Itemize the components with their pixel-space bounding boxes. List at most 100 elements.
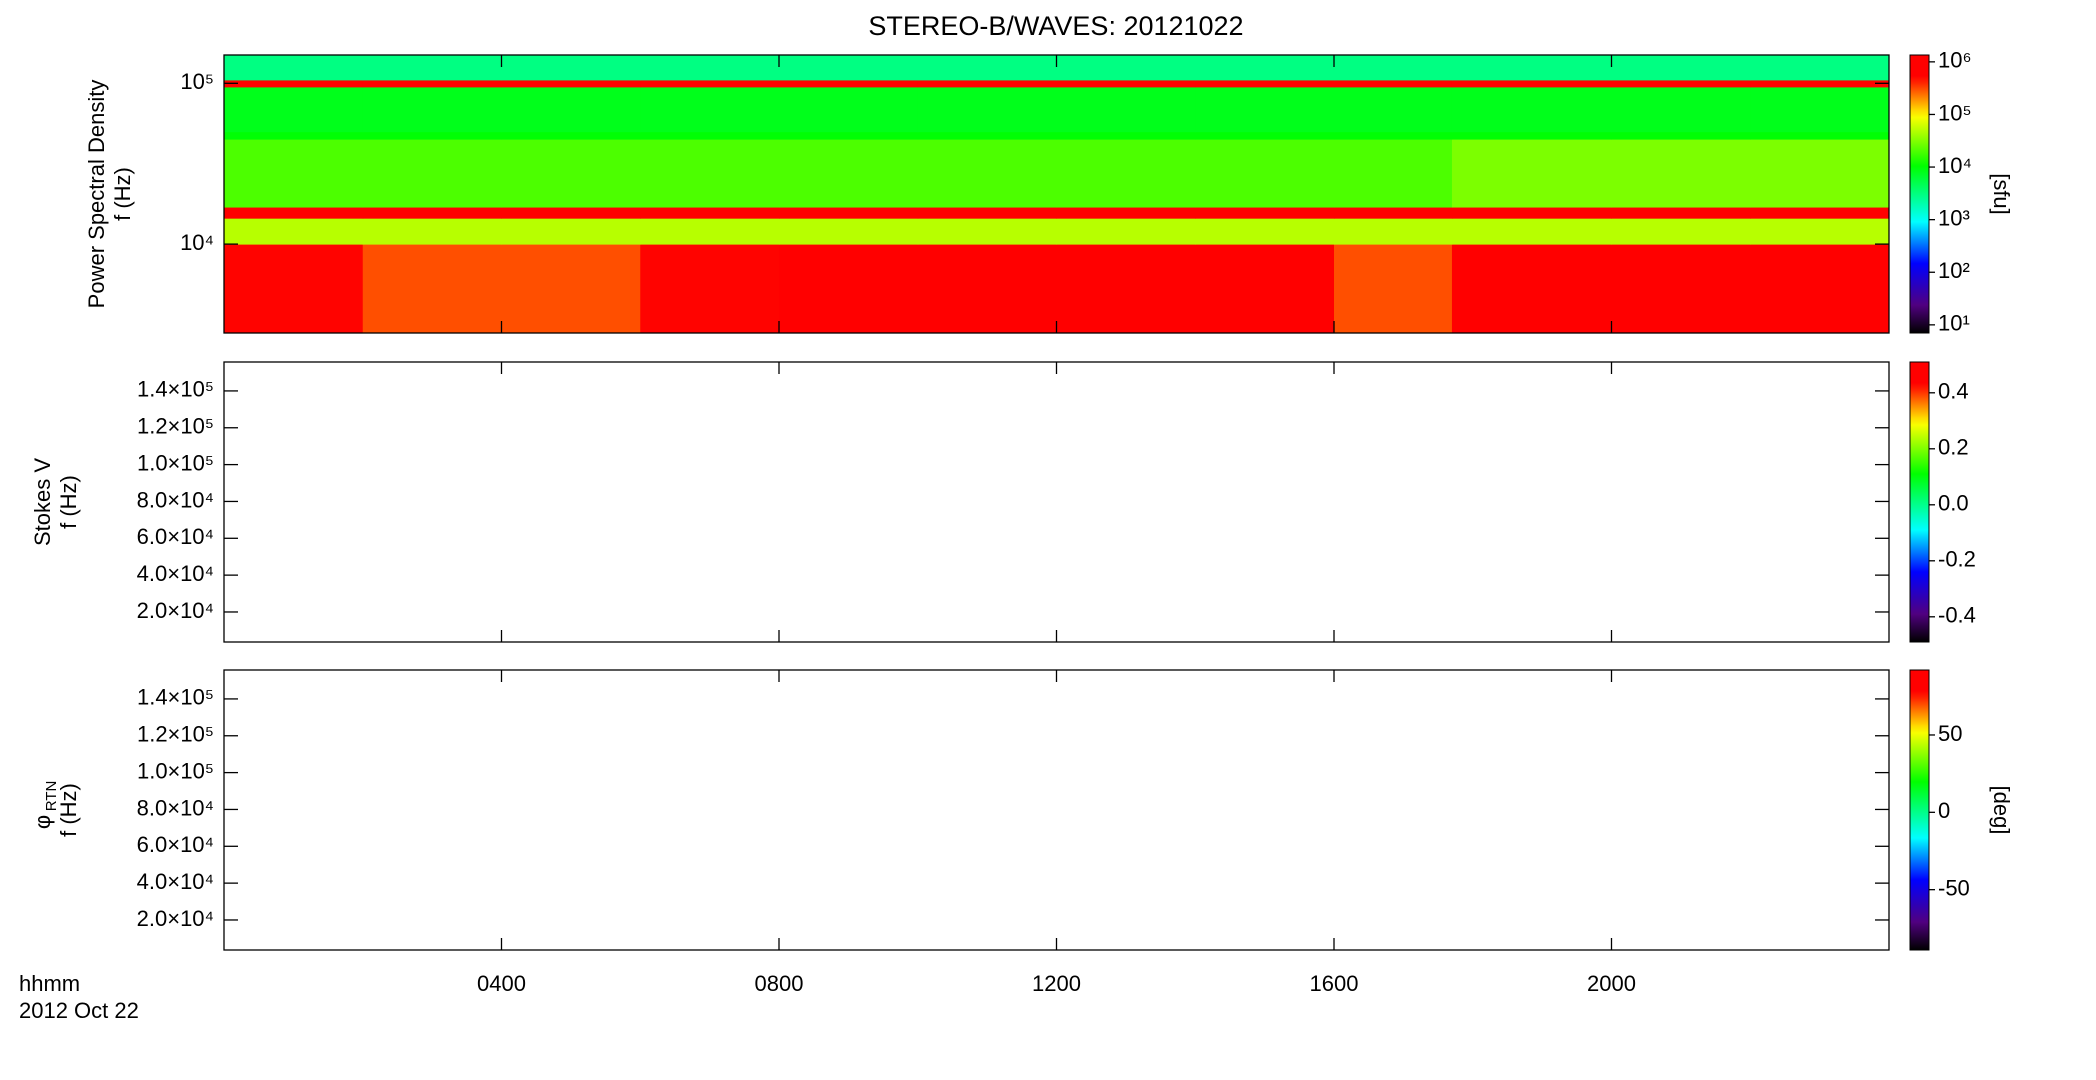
y-tick-label: 8.0×10⁴: [137, 795, 214, 820]
heatmap-cell: [224, 55, 364, 81]
y-tick-label: 1.4×10⁵: [137, 377, 214, 402]
heatmap-cell: [1334, 86, 1453, 133]
heatmap-cell: [1611, 207, 1751, 219]
heatmap-cell: [1334, 79, 1453, 88]
heatmap-cell: [1611, 139, 1751, 208]
heatmap-cell: [362, 244, 502, 334]
heatmap-cell: [501, 139, 641, 208]
x-tick-label: 1600: [1310, 971, 1359, 996]
heatmap-cell: [1750, 139, 1890, 208]
heatmap-cell: [640, 244, 780, 334]
x-axis-label: hhmm: [19, 971, 80, 996]
heatmap-cell: [640, 55, 780, 81]
heatmap-cell: [1750, 55, 1890, 81]
x-tick-label: 0400: [477, 971, 526, 996]
colorbar-label: [sfu]: [1989, 173, 2014, 215]
heatmap-cell: [779, 244, 919, 334]
heatmap-cell: [1195, 218, 1335, 245]
x-axis-date: 2012 Oct 22: [19, 998, 139, 1023]
heatmap-cell: [501, 131, 641, 140]
heatmap-cell: [224, 79, 364, 88]
heatmap-cell: [1334, 55, 1453, 81]
heatmap-cell: [362, 86, 502, 133]
heatmap-cell: [1750, 218, 1890, 245]
heatmap-cell: [640, 131, 780, 140]
y-axis-label-sub: RTN: [43, 781, 60, 812]
x-tick-label: 2000: [1587, 971, 1636, 996]
heatmap-cell: [362, 139, 502, 208]
x-tick-label: 0800: [755, 971, 804, 996]
heatmap-cell: [917, 79, 1057, 88]
heatmap-cell: [1750, 244, 1890, 334]
heatmap-cell: [779, 131, 919, 140]
heatmap-cell: [917, 86, 1057, 133]
heatmap-cell: [1195, 244, 1335, 334]
heatmap-cell: [917, 55, 1057, 81]
heatmap-cell: [362, 207, 502, 219]
heatmap-cell: [1195, 207, 1335, 219]
y-tick-label: 4.0×10⁴: [137, 561, 214, 586]
colorbar-tick-label: 10²: [1938, 258, 1970, 283]
colorbar-tick-label: 0: [1938, 798, 1950, 823]
heatmap-cell: [1451, 244, 1612, 334]
colorbar-label: [deg]: [1989, 786, 2014, 835]
y-tick-label: 1.2×10⁵: [137, 722, 214, 747]
heatmap-cell: [1611, 131, 1751, 140]
heatmap-cell: [1056, 244, 1196, 334]
heatmap-cell: [224, 218, 364, 245]
y-tick-label: 10⁴: [180, 230, 214, 255]
heatmap-cell: [1451, 218, 1612, 245]
y-tick-label: 1.2×10⁵: [137, 414, 214, 439]
heatmap-cell: [224, 139, 364, 208]
y-axis-label-unit: f (Hz): [56, 783, 81, 837]
heatmap-cell: [1334, 139, 1453, 208]
y-tick-label: 1.4×10⁵: [137, 685, 214, 710]
heatmap-cell: [224, 86, 364, 133]
heatmap-cell: [1451, 139, 1612, 208]
heatmap-cell: [640, 218, 780, 245]
colorbar-tick-label: 0.0: [1938, 491, 1969, 516]
heatmap-cell: [640, 139, 780, 208]
heatmap-cell: [779, 218, 919, 245]
heatmap-cell: [1056, 86, 1196, 133]
heatmap-cell: [1056, 131, 1196, 140]
heatmap-cell: [779, 207, 919, 219]
y-tick-label: 10⁵: [180, 69, 214, 94]
heatmap-cell: [1334, 207, 1453, 219]
heatmap-cell: [362, 218, 502, 245]
colorbar-tick-label: -50: [1938, 875, 1970, 900]
heatmap-cell: [1611, 55, 1751, 81]
heatmap-cell: [1750, 86, 1890, 133]
heatmap-cell: [1750, 79, 1890, 88]
heatmap-cell: [1056, 79, 1196, 88]
heatmap-cell: [1451, 55, 1612, 81]
heatmap-cell: [224, 131, 364, 140]
heatmap-cell: [1611, 244, 1751, 334]
heatmap-cell: [917, 218, 1057, 245]
plot-frame: [223, 669, 1890, 951]
heatmap-cell: [362, 55, 502, 81]
heatmap-cell: [501, 55, 641, 81]
colorbar: [1909, 669, 1930, 951]
y-tick-label: 8.0×10⁴: [137, 487, 214, 512]
heatmap-cell: [779, 79, 919, 88]
y-axis-label: Stokes V: [30, 458, 55, 546]
heatmap-cell: [224, 207, 364, 219]
colorbar-tick-label: 10³: [1938, 205, 1970, 230]
heatmap-cell: [1195, 86, 1335, 133]
heatmap-cell: [779, 86, 919, 133]
heatmap-cell: [1611, 79, 1751, 88]
heatmap-cell: [1334, 218, 1453, 245]
colorbar-tick-label: -0.2: [1938, 547, 1976, 572]
heatmap-cell: [1056, 218, 1196, 245]
y-tick-label: 6.0×10⁴: [137, 832, 214, 857]
heatmap-cell: [501, 79, 641, 88]
y-tick-label: 1.0×10⁵: [137, 758, 214, 783]
y-tick-label: 2.0×10⁴: [137, 598, 214, 623]
heatmap-cell: [501, 86, 641, 133]
y-axis-label: φ: [30, 815, 55, 829]
colorbar-tick-label: 10¹: [1938, 311, 1970, 336]
heatmap-cell: [501, 244, 641, 334]
